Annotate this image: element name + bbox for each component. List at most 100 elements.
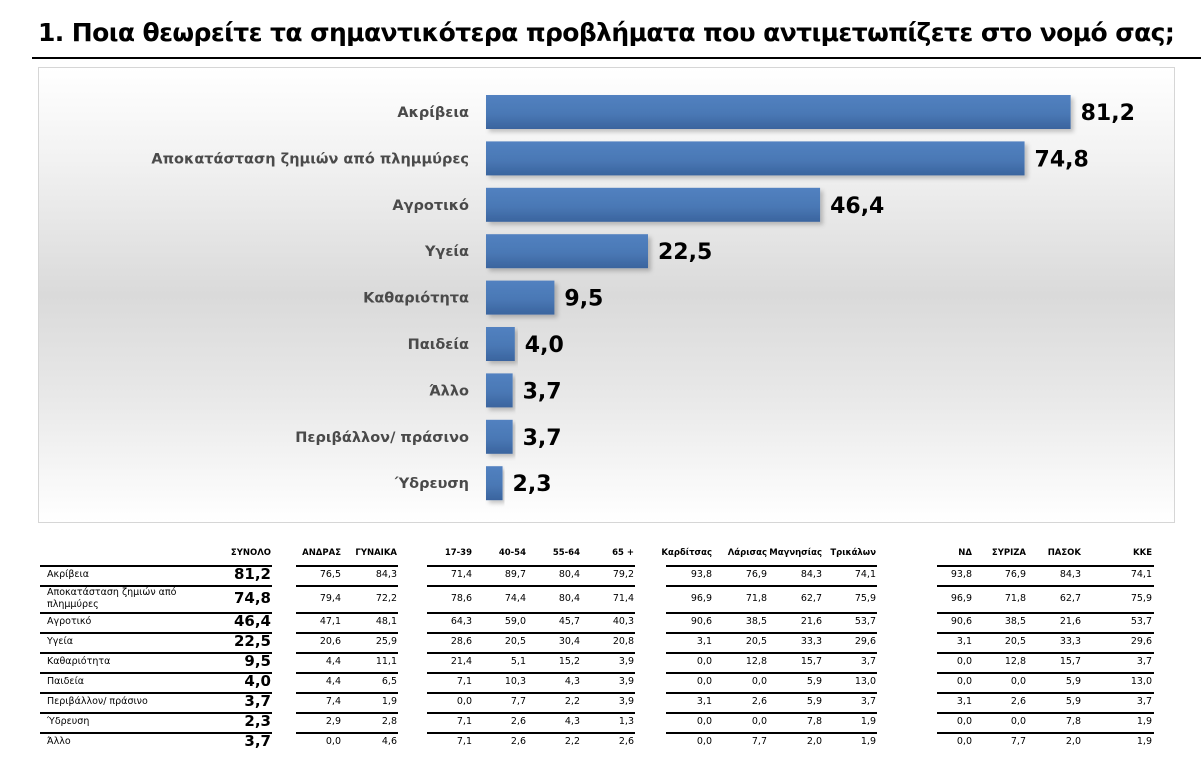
party-value: 7,8 [1065, 716, 1081, 727]
party-value: 1,9 [1136, 736, 1152, 747]
age-value: 3,9 [618, 696, 634, 707]
data-label: 3,7 [523, 379, 562, 404]
age-value: 64,3 [450, 616, 472, 627]
gender-value: 72,2 [375, 592, 397, 604]
party-value: 12,8 [1004, 656, 1026, 667]
table-rule [427, 692, 635, 694]
region-value: 0,0 [696, 736, 712, 747]
category-label: Ακρίβεια [397, 105, 469, 121]
region-value: 3,7 [860, 696, 876, 707]
header-total: ΣΥΝΟΛΟ [230, 548, 271, 558]
table-rule [666, 712, 877, 714]
region-value: 3,7 [860, 656, 876, 667]
table-rule [666, 612, 877, 614]
gender-value: 2,9 [325, 716, 341, 727]
party-value: 38,5 [1004, 616, 1026, 627]
total-value: 3,7 [244, 692, 271, 710]
party-value: 53,7 [1130, 616, 1152, 627]
category-label: Αποκατάσταση ζημιών από πλημμύρες [151, 151, 469, 167]
region-value: 2,0 [806, 736, 822, 747]
age-value: 7,1 [456, 676, 472, 687]
region-value: 0,0 [696, 656, 712, 667]
party-value: 62,7 [1059, 592, 1081, 604]
party-value: 93,8 [950, 569, 972, 580]
age-value: 7,1 [456, 716, 472, 727]
header-party: ΚΚΕ [1133, 548, 1152, 558]
age-value: 4,3 [564, 716, 580, 727]
table-rule [666, 672, 877, 674]
table-rule [40, 632, 272, 634]
age-value: 59,0 [504, 616, 526, 627]
total-value: 4,0 [244, 672, 271, 690]
table-rule [937, 585, 1154, 587]
table-rule [296, 612, 398, 614]
page-title: 1. Ποια θεωρείτε τα σημαντικότερα προβλή… [38, 18, 1175, 47]
party-value: 3,7 [1136, 656, 1152, 667]
header-age: 17-39 [444, 548, 472, 558]
region-value: 7,8 [806, 716, 822, 727]
age-value: 2,2 [564, 696, 580, 707]
party-value: 20,5 [1004, 636, 1026, 647]
data-label: 4,0 [525, 333, 564, 358]
table-rule [40, 712, 272, 714]
region-value: 0,0 [751, 676, 767, 687]
region-value: 12,8 [745, 656, 767, 667]
bar [486, 466, 503, 501]
party-value: 90,6 [950, 616, 972, 627]
table-rule [937, 712, 1154, 714]
party-value: 33,3 [1059, 636, 1081, 647]
age-value: 3,9 [618, 656, 634, 667]
party-value: 13,0 [1130, 676, 1152, 687]
age-value: 2,2 [564, 736, 580, 747]
age-value: 10,3 [504, 676, 526, 687]
party-value: 0,0 [1010, 716, 1026, 727]
age-value: 5,1 [510, 656, 526, 667]
age-value: 7,7 [510, 696, 526, 707]
party-value: 21,6 [1059, 616, 1081, 627]
party-value: 74,1 [1130, 569, 1152, 580]
table-rule [666, 732, 877, 734]
region-value: 38,5 [745, 616, 767, 627]
bar [486, 327, 515, 361]
data-label: 74,8 [1035, 147, 1089, 172]
table-rule [666, 585, 877, 587]
party-value: 3,1 [956, 636, 972, 647]
age-value: 40,3 [612, 616, 634, 627]
category-label: Παιδεία [408, 337, 469, 353]
region-value: 3,1 [696, 696, 712, 707]
age-value: 78,6 [450, 592, 472, 604]
age-value: 3,9 [618, 676, 634, 687]
region-value: 0,0 [751, 716, 767, 727]
region-value: 3,1 [696, 636, 712, 647]
party-value: 75,9 [1130, 592, 1152, 604]
table-rule [40, 565, 272, 567]
data-label: 22,5 [658, 240, 712, 265]
gender-value: 48,1 [375, 616, 397, 627]
gender-value: 6,5 [381, 676, 397, 687]
gender-value: 47,1 [319, 616, 341, 627]
gender-value: 0,0 [325, 736, 341, 747]
party-value: 7,7 [1010, 736, 1026, 747]
row-label: Ύδρευση [47, 716, 90, 727]
party-value: 15,7 [1059, 656, 1081, 667]
age-value: 7,1 [456, 736, 472, 747]
table-rule [937, 692, 1154, 694]
total-value: 3,7 [244, 732, 271, 750]
header-gender: ΑΝΔΡΑΣ [302, 548, 341, 558]
table-rule [296, 672, 398, 674]
age-value: 89,7 [504, 569, 526, 580]
table-rule [296, 585, 398, 587]
bar [486, 187, 821, 222]
data-label: 81,2 [1081, 101, 1135, 126]
age-value: 30,4 [558, 636, 580, 647]
table-rule [937, 612, 1154, 614]
total-value: 9,5 [244, 652, 271, 670]
table-rule [427, 712, 635, 714]
table-rule [296, 712, 398, 714]
table-rule [937, 632, 1154, 634]
gender-value: 4,6 [381, 736, 397, 747]
table-rule [427, 632, 635, 634]
header-region: Τρικάλων [830, 548, 876, 558]
bar [486, 234, 648, 269]
table-rule [40, 612, 272, 614]
